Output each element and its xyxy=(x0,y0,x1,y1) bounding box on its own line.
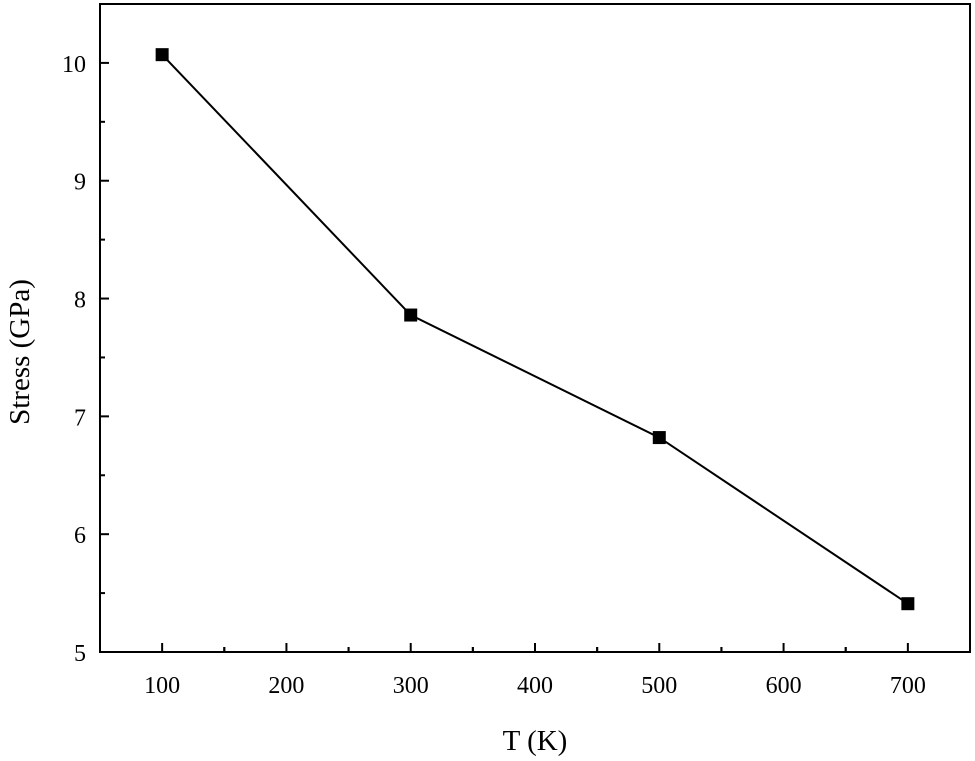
data-point-marker xyxy=(652,431,666,445)
x-tick-label: 200 xyxy=(268,673,304,699)
y-axis-title: Stress (GPa) xyxy=(4,279,36,425)
data-point-marker xyxy=(404,308,418,322)
y-tick-label: 8 xyxy=(74,288,86,314)
x-axis-title: T (K) xyxy=(503,725,568,757)
data-point-marker xyxy=(155,48,169,62)
y-tick-label: 5 xyxy=(74,641,86,667)
x-tick-label: 600 xyxy=(766,673,802,699)
y-tick-label: 10 xyxy=(62,52,86,78)
y-tick-label: 9 xyxy=(74,170,86,196)
series-layer xyxy=(155,48,915,611)
data-point-marker xyxy=(901,597,915,611)
x-tick-label: 300 xyxy=(393,673,429,699)
y-tick-label: 6 xyxy=(74,523,86,549)
y-tick-label: 7 xyxy=(74,405,86,431)
y-axis-ticks: 5 6 7 8 9 10 xyxy=(62,52,109,667)
x-tick-label: 400 xyxy=(517,673,553,699)
x-tick-label: 500 xyxy=(641,673,677,699)
x-tick-label: 700 xyxy=(890,673,926,699)
x-tick-label: 100 xyxy=(144,673,180,699)
series-line xyxy=(161,53,909,605)
plot-frame xyxy=(99,3,971,653)
x-axis-ticks: 100 200 300 400 500 600 700 xyxy=(144,643,926,699)
